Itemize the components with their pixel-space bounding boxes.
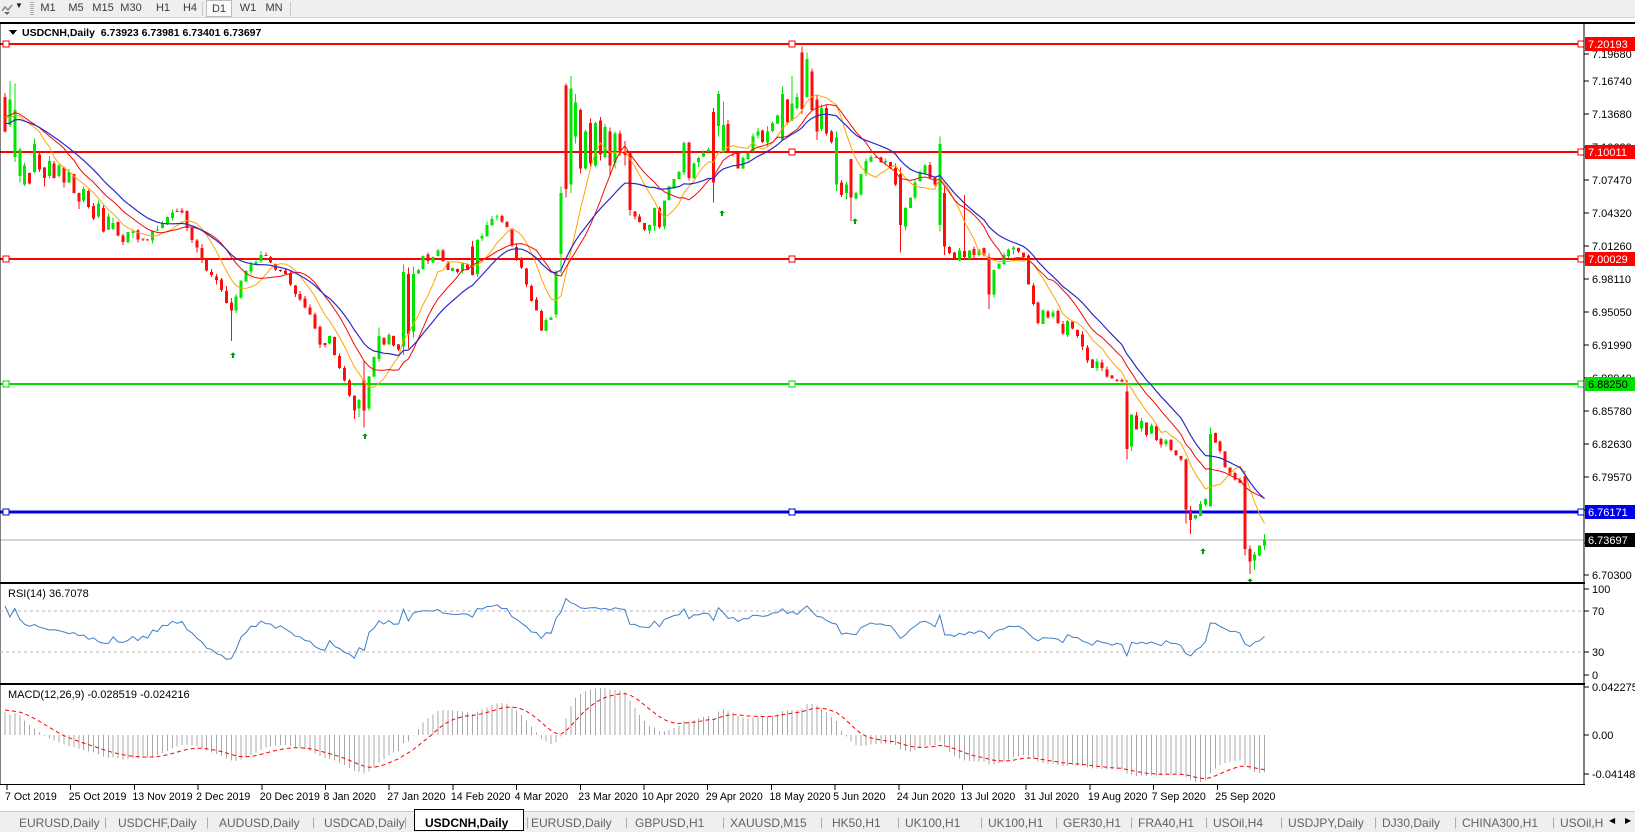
- svg-text:23 Mar 2020: 23 Mar 2020: [578, 791, 638, 803]
- svg-text:-0.04148: -0.04148: [1592, 769, 1635, 781]
- svg-text:6.70300: 6.70300: [1592, 570, 1632, 582]
- svg-text:13 Jul 2020: 13 Jul 2020: [961, 791, 1016, 803]
- svg-text:20 Dec 2019: 20 Dec 2019: [260, 791, 320, 803]
- svg-text:0.00: 0.00: [1592, 730, 1613, 742]
- svg-text:USDCNH,Daily 6.73923 6.73981: USDCNH,Daily 6.73923 6.73981 6.73401 6.7…: [22, 27, 261, 39]
- svg-text:6.98110: 6.98110: [1592, 274, 1631, 286]
- svg-text:7 Oct 2019: 7 Oct 2019: [5, 791, 57, 803]
- svg-text:29 Apr 2020: 29 Apr 2020: [706, 791, 763, 803]
- svg-text:6.76171: 6.76171: [1588, 507, 1628, 519]
- svg-text:7 Sep 2020: 7 Sep 2020: [1152, 791, 1206, 803]
- svg-text:6.82630: 6.82630: [1592, 439, 1632, 451]
- svg-text:25 Oct 2019: 25 Oct 2019: [69, 791, 127, 803]
- svg-text:RSI(14) 36.7078: RSI(14) 36.7078: [8, 588, 89, 600]
- svg-text:100: 100: [1592, 584, 1610, 596]
- svg-text:6.88250: 6.88250: [1588, 379, 1628, 391]
- svg-text:7.19680: 7.19680: [1592, 49, 1632, 61]
- svg-text:7.04320: 7.04320: [1592, 208, 1632, 220]
- svg-text:31 Jul 2020: 31 Jul 2020: [1024, 791, 1079, 803]
- svg-text:25 Sep 2020: 25 Sep 2020: [1215, 791, 1275, 803]
- svg-text:2 Dec 2019: 2 Dec 2019: [196, 791, 250, 803]
- svg-text:8 Jan 2020: 8 Jan 2020: [324, 791, 377, 803]
- svg-text:6.95050: 6.95050: [1592, 307, 1632, 319]
- svg-text:5 Jun 2020: 5 Jun 2020: [833, 791, 886, 803]
- svg-text:7.01260: 7.01260: [1592, 241, 1632, 253]
- svg-text:30: 30: [1592, 647, 1604, 659]
- svg-text:10 Apr 2020: 10 Apr 2020: [642, 791, 699, 803]
- svg-text:70: 70: [1592, 606, 1604, 618]
- svg-text:19 Aug 2020: 19 Aug 2020: [1088, 791, 1148, 803]
- svg-text:7.10011: 7.10011: [1588, 147, 1627, 159]
- svg-text:6.73697: 6.73697: [1588, 535, 1628, 547]
- svg-text:7.20193: 7.20193: [1588, 39, 1628, 51]
- svg-text:27 Jan 2020: 27 Jan 2020: [387, 791, 445, 803]
- svg-text:7.13680: 7.13680: [1592, 109, 1632, 121]
- svg-text:6.85780: 6.85780: [1592, 406, 1632, 418]
- svg-text:18 May 2020: 18 May 2020: [769, 791, 830, 803]
- svg-text:4 Mar 2020: 4 Mar 2020: [515, 791, 569, 803]
- svg-text:7.16740: 7.16740: [1592, 76, 1632, 88]
- svg-text:6.91990: 6.91990: [1592, 340, 1632, 352]
- svg-text:7.00029: 7.00029: [1588, 254, 1628, 266]
- svg-text:24 Jun 2020: 24 Jun 2020: [897, 791, 955, 803]
- svg-text:MACD(12,26,9) -0.028519 -0.024: MACD(12,26,9) -0.028519 -0.024216: [8, 689, 190, 701]
- svg-text:0: 0: [1592, 670, 1598, 682]
- svg-text:7.07470: 7.07470: [1592, 175, 1632, 187]
- svg-text:0.042275: 0.042275: [1592, 682, 1635, 694]
- svg-text:14 Feb 2020: 14 Feb 2020: [451, 791, 511, 803]
- svg-text:6.79570: 6.79570: [1592, 472, 1632, 484]
- svg-text:13 Nov 2019: 13 Nov 2019: [132, 791, 192, 803]
